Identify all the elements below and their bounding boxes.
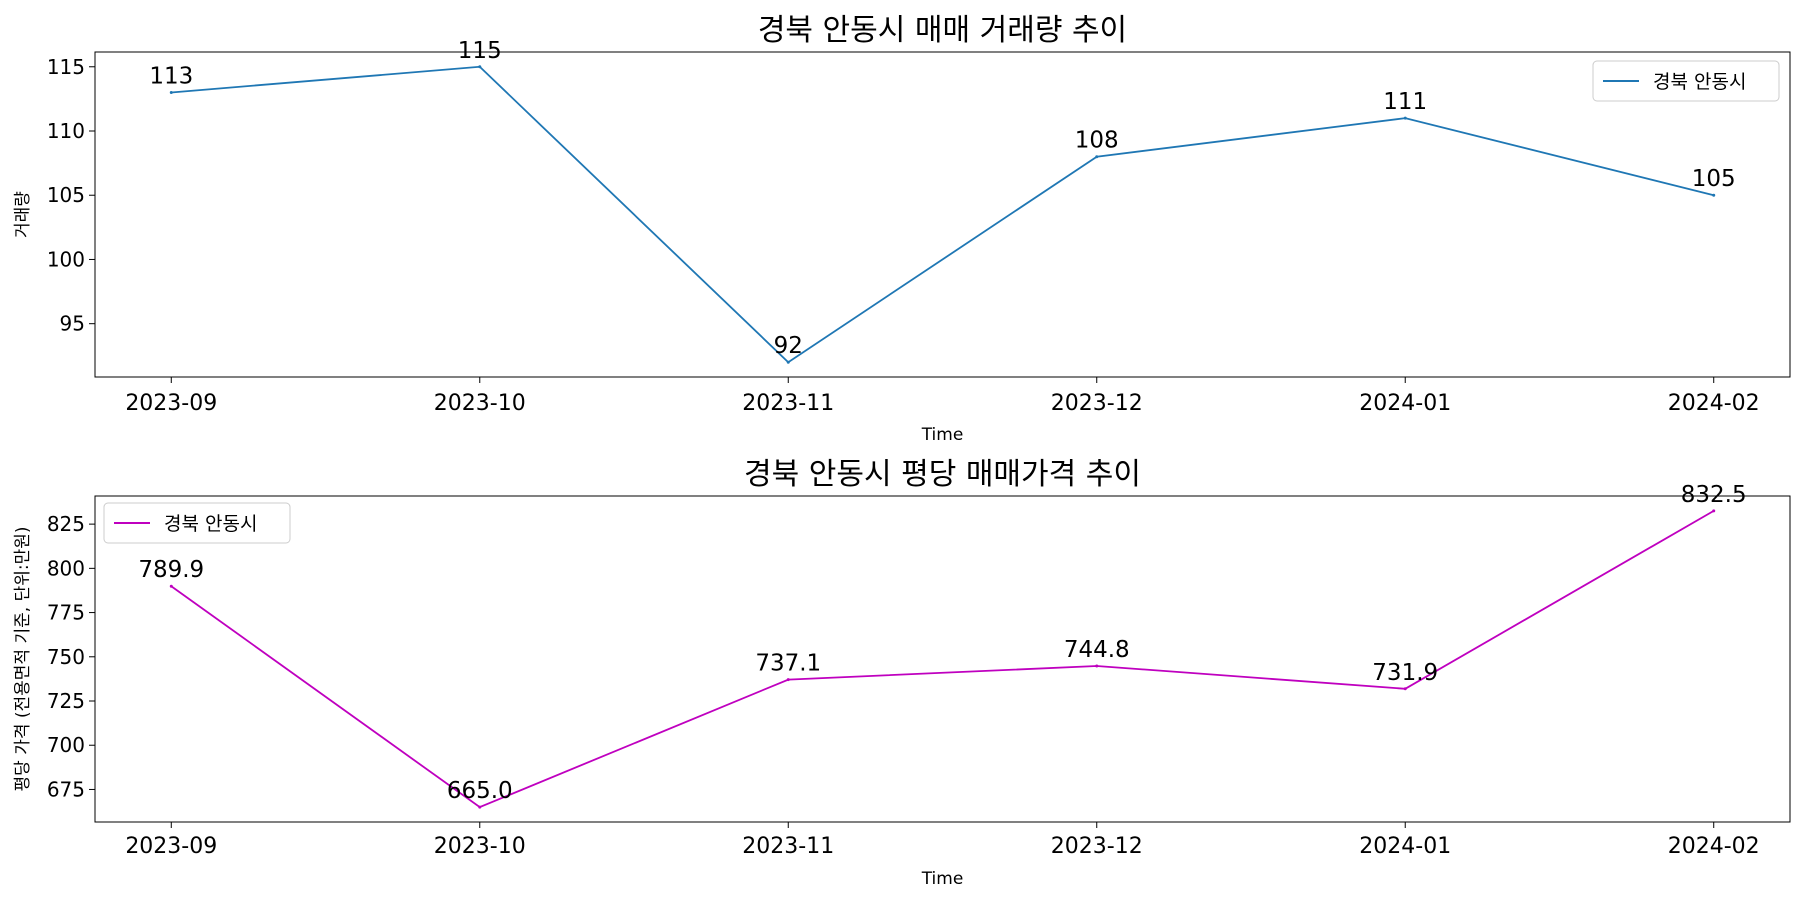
data-point xyxy=(1712,509,1716,513)
data-label: 111 xyxy=(1383,89,1427,115)
chart-title: 경북 안동시 매매 거래량 추이 xyxy=(758,13,1127,48)
data-point xyxy=(478,805,482,809)
x-axis-label: Time xyxy=(921,425,964,445)
y-axis-label: 거래량 xyxy=(13,191,33,238)
data-point xyxy=(786,360,790,364)
y-tick-label: 95 xyxy=(60,312,85,336)
plot-area-frame xyxy=(94,51,1791,378)
data-point xyxy=(169,90,173,94)
y-axis-label: 평당 가격 (전용면적 기준, 단위:만원) xyxy=(13,527,33,792)
y-tick-label: 725 xyxy=(47,689,85,713)
y-tick-label: 825 xyxy=(47,512,85,536)
x-tick-label: 2023-09 xyxy=(125,834,217,859)
legend: 경북 안동시 xyxy=(103,502,291,544)
y-tick-label: 700 xyxy=(47,733,85,757)
data-label: 113 xyxy=(149,63,193,89)
y-tick-label: 105 xyxy=(47,183,85,207)
series-line xyxy=(171,65,1714,364)
data-point xyxy=(1095,155,1099,159)
y-tick-label: 775 xyxy=(47,601,85,625)
y-tick-label: 115 xyxy=(47,55,85,79)
x-tick-label: 2024-02 xyxy=(1668,834,1760,859)
x-tick-label: 2024-01 xyxy=(1359,391,1451,416)
y-tick-label: 750 xyxy=(47,645,85,669)
x-tick-label: 2023-09 xyxy=(125,391,217,416)
y-tick-label: 100 xyxy=(47,247,85,271)
legend-box xyxy=(103,502,291,544)
data-label: 737.1 xyxy=(755,651,821,677)
x-tick-label: 2023-11 xyxy=(742,391,834,416)
data-label: 108 xyxy=(1075,128,1119,154)
data-label: 115 xyxy=(458,38,502,64)
data-point xyxy=(786,678,790,682)
chart-2: 경북 안동시 평당 매매가격 추이 2023-09 2023-10 2023-11 20… xyxy=(13,457,1791,889)
series-line xyxy=(170,510,1715,809)
x-tick-label: 2023-10 xyxy=(434,391,526,416)
data-label: 92 xyxy=(774,333,803,359)
data-point xyxy=(169,584,173,588)
chart-1: 경북 안동시 매매 거래량 추이 2023-09 2023-10 2023-11 202… xyxy=(13,13,1791,445)
plot-area-frame xyxy=(94,495,1791,823)
x-tick-label: 2024-02 xyxy=(1668,391,1760,416)
x-tick-label: 2023-11 xyxy=(742,834,834,859)
x-tick-label: 2023-10 xyxy=(434,834,526,859)
data-label: 789.9 xyxy=(138,557,204,583)
x-axis-label: Time xyxy=(921,869,964,889)
data-label: 665.0 xyxy=(447,778,513,804)
x-tick-label: 2024-01 xyxy=(1359,834,1451,859)
legend-box xyxy=(1592,60,1780,102)
data-point xyxy=(1403,687,1407,691)
legend-label: 경북 안동시 xyxy=(164,513,257,535)
data-label: 832.5 xyxy=(1681,482,1747,508)
legend-label: 경북 안동시 xyxy=(1653,71,1746,93)
data-point xyxy=(1403,116,1407,120)
chart-title: 경북 안동시 평당 매매가격 추이 xyxy=(744,457,1141,492)
data-label: 105 xyxy=(1692,166,1736,192)
data-point xyxy=(478,65,482,69)
x-tick-label: 2023-12 xyxy=(1051,391,1143,416)
data-label: 731.9 xyxy=(1372,660,1438,686)
y-tick-label: 110 xyxy=(47,119,85,143)
data-point xyxy=(1712,193,1716,197)
y-tick-label: 675 xyxy=(47,777,85,801)
x-tick-label: 2023-12 xyxy=(1051,834,1143,859)
y-tick-label: 800 xyxy=(47,556,85,580)
data-point xyxy=(1095,664,1099,668)
data-label: 744.8 xyxy=(1064,637,1130,663)
legend: 경북 안동시 xyxy=(1592,60,1780,102)
